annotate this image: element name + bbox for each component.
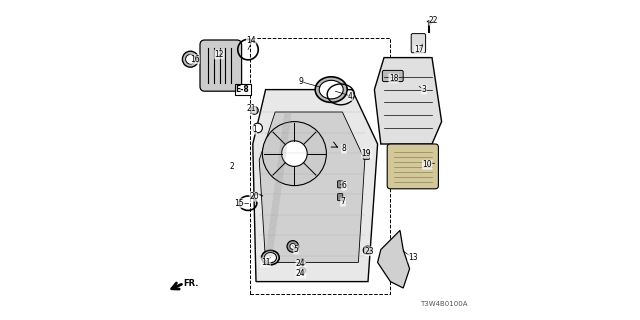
Text: 15: 15 [234,199,244,208]
Ellipse shape [262,250,279,265]
Text: 5: 5 [294,245,298,254]
Text: 22: 22 [429,16,438,25]
Circle shape [300,267,306,274]
Circle shape [250,107,258,114]
Polygon shape [378,230,410,288]
Text: 8: 8 [342,144,346,153]
Polygon shape [253,90,378,282]
Circle shape [182,51,198,67]
Text: 12: 12 [214,50,224,59]
Text: 3: 3 [422,85,426,94]
Circle shape [364,246,372,254]
Bar [250,38,390,294]
Circle shape [262,122,326,186]
Text: 10: 10 [422,160,432,169]
Text: 16: 16 [189,55,200,64]
Text: 4: 4 [348,92,353,100]
Text: 18: 18 [389,74,398,83]
Text: 14: 14 [246,36,256,44]
Polygon shape [374,58,442,144]
FancyBboxPatch shape [412,34,426,53]
FancyBboxPatch shape [387,144,438,189]
FancyBboxPatch shape [200,40,242,91]
Text: 9: 9 [298,77,303,86]
Circle shape [253,123,262,133]
Text: 24: 24 [296,269,306,278]
FancyBboxPatch shape [383,70,403,82]
Text: 20: 20 [250,192,259,201]
Ellipse shape [319,80,343,99]
Text: 19: 19 [362,149,371,158]
Ellipse shape [264,252,276,263]
Text: 13: 13 [408,253,418,262]
Circle shape [300,259,306,266]
Text: 2: 2 [230,162,234,171]
Text: E-8: E-8 [236,85,250,94]
Text: 24: 24 [296,260,306,268]
Text: 6: 6 [342,181,346,190]
FancyBboxPatch shape [364,150,370,159]
Text: 11: 11 [261,258,270,267]
Polygon shape [259,112,365,262]
FancyBboxPatch shape [338,194,343,201]
Circle shape [290,244,296,249]
Circle shape [186,54,195,64]
Text: 17: 17 [414,45,424,54]
Text: FR.: FR. [183,279,198,288]
Text: 23: 23 [365,247,374,256]
Circle shape [287,241,298,252]
FancyBboxPatch shape [338,181,343,188]
Text: T3W4B0100A: T3W4B0100A [420,301,467,307]
Text: 1: 1 [252,125,257,134]
Text: 7: 7 [340,197,346,206]
Ellipse shape [316,77,348,102]
Text: 21: 21 [246,104,256,113]
Circle shape [282,141,307,166]
